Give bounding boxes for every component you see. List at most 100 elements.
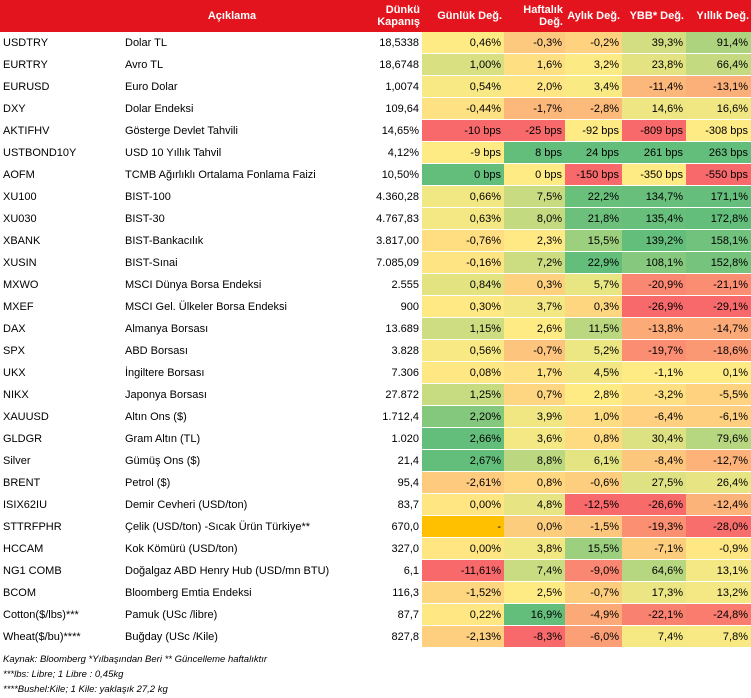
cell-monthly-change: 24 bps (565, 141, 622, 164)
cell-monthly-change: -0,7% (565, 581, 622, 604)
cell-yearly-change: 13,1% (686, 559, 751, 582)
cell-close: 6,1 (342, 559, 422, 582)
market-table: Açıklama Dünkü Kapanış Günlük Değ. Hafta… (0, 0, 751, 648)
cell-daily-change: 0,56% (422, 339, 504, 362)
table-row: BCOM Bloomberg Emtia Endeksi 116,3 -1,52% 2,… (0, 581, 751, 604)
cell-monthly-change: -0,2% (565, 32, 622, 54)
cell-code: EURUSD (0, 75, 122, 98)
cell-code: NG1 COMB (0, 559, 122, 582)
cell-description: TCMB Ağırlıklı Ortalama Fonlama Faizi (122, 163, 342, 186)
cell-ytd-change: 23,8% (622, 53, 686, 76)
cell-yearly-change: -24,8% (686, 603, 751, 626)
cell-yearly-change: -308 bps (686, 119, 751, 142)
cell-close: 900 (342, 295, 422, 318)
cell-daily-change: 0,30% (422, 295, 504, 318)
cell-description: BIST-30 (122, 207, 342, 230)
cell-weekly-change: -1,7% (504, 97, 565, 120)
cell-close: 827,8 (342, 625, 422, 648)
cell-monthly-change: -150 bps (565, 163, 622, 186)
cell-ytd-change: 14,6% (622, 97, 686, 120)
cell-monthly-change: 4,5% (565, 361, 622, 384)
cell-description: Gösterge Devlet Tahvili (122, 119, 342, 142)
cell-ytd-change: -22,1% (622, 603, 686, 626)
cell-weekly-change: -25 bps (504, 119, 565, 142)
cell-code: XBANK (0, 229, 122, 252)
cell-yearly-change: 7,8% (686, 625, 751, 648)
cell-yearly-change: -18,6% (686, 339, 751, 362)
cell-ytd-change: 17,3% (622, 581, 686, 604)
cell-code: DAX (0, 317, 122, 340)
cell-close: 4,12% (342, 141, 422, 164)
cell-yearly-change: 171,1% (686, 185, 751, 208)
cell-description: Petrol ($) (122, 471, 342, 494)
cell-monthly-change: -0,6% (565, 471, 622, 494)
table-row: Wheat($/bu)**** Buğday (USc /Kile) 827,8 -2… (0, 625, 751, 648)
cell-weekly-change: 2,6% (504, 317, 565, 340)
cell-monthly-change: 3,4% (565, 75, 622, 98)
cell-description: Gram Altın (TL) (122, 427, 342, 450)
cell-description: Altın Ons ($) (122, 405, 342, 428)
cell-daily-change: -1,52% (422, 581, 504, 604)
table-row: NG1 COMB Doğalgaz ABD Henry Hub (USD/mn B… (0, 559, 751, 582)
cell-ytd-change: 139,2% (622, 229, 686, 252)
cell-close: 7.085,09 (342, 251, 422, 274)
cell-ytd-change: 108,1% (622, 251, 686, 274)
cell-yearly-change: -21,1% (686, 273, 751, 296)
cell-daily-change: 0,00% (422, 493, 504, 516)
cell-description: BIST-Sınai (122, 251, 342, 274)
cell-yearly-change: -29,1% (686, 295, 751, 318)
header-daily: Günlük Değ. (422, 0, 504, 32)
cell-daily-change: 2,66% (422, 427, 504, 450)
cell-close: 21,4 (342, 449, 422, 472)
cell-monthly-change: -2,8% (565, 97, 622, 120)
table-row: XUSIN BIST-Sınai 7.085,09 -0,16% 7,2% 22,9% 10… (0, 251, 751, 274)
cell-code: Cotton($/lbs)*** (0, 603, 122, 626)
header-description: Açıklama (122, 0, 342, 32)
cell-code: XAUUSD (0, 405, 122, 428)
cell-weekly-change: 7,4% (504, 559, 565, 582)
table-row: ISIX62IU Demir Cevheri (USD/ton) 83,7 0,00%… (0, 493, 751, 516)
cell-daily-change: 1,25% (422, 383, 504, 406)
table-row: XU100 BIST-100 4.360,28 0,66% 7,5% 22,2% 134,7… (0, 185, 751, 208)
cell-code: NIKX (0, 383, 122, 406)
cell-monthly-change: 11,5% (565, 317, 622, 340)
cell-ytd-change: 261 bps (622, 141, 686, 164)
cell-close: 3.817,00 (342, 229, 422, 252)
cell-code: GLDGR (0, 427, 122, 450)
cell-close: 109,64 (342, 97, 422, 120)
cell-yearly-change: 79,6% (686, 427, 751, 450)
cell-ytd-change: -26,9% (622, 295, 686, 318)
cell-ytd-change: -7,1% (622, 537, 686, 560)
cell-daily-change: 0,00% (422, 537, 504, 560)
cell-weekly-change: -0,3% (504, 32, 565, 54)
cell-description: BIST-100 (122, 185, 342, 208)
table-row: Cotton($/lbs)*** Pamuk (USc /libre) 87,7 0,… (0, 603, 751, 626)
table-row: USDTRY Dolar TL 18,5338 0,46% -0,3% -0,2% 39,3… (0, 32, 751, 54)
cell-weekly-change: 0 bps (504, 163, 565, 186)
cell-ytd-change: -1,1% (622, 361, 686, 384)
cell-yearly-change: -6,1% (686, 405, 751, 428)
cell-daily-change: -10 bps (422, 119, 504, 142)
cell-daily-change: -0,16% (422, 251, 504, 274)
table-row: SPX ABD Borsası 3.828 0,56% -0,7% 5,2% -19,7% -… (0, 339, 751, 362)
cell-description: BIST-Bankacılık (122, 229, 342, 252)
cell-yearly-change: -12,7% (686, 449, 751, 472)
cell-description: Pamuk (USc /libre) (122, 603, 342, 626)
cell-daily-change: - (422, 515, 504, 538)
table-row: BRENT Petrol ($) 95,4 -2,61% 0,8% -0,6% 27,5% 2… (0, 471, 751, 494)
cell-description: Kok Kömürü (USD/ton) (122, 537, 342, 560)
cell-ytd-change: 30,4% (622, 427, 686, 450)
table-row: EURUSD Euro Dolar 1,0074 0,54% 2,0% 3,4% -11,4… (0, 75, 751, 98)
cell-close: 4.360,28 (342, 185, 422, 208)
cell-monthly-change: 21,8% (565, 207, 622, 230)
cell-code: MXWO (0, 273, 122, 296)
cell-code: Wheat($/bu)**** (0, 625, 122, 648)
cell-close: 83,7 (342, 493, 422, 516)
cell-code: BCOM (0, 581, 122, 604)
cell-ytd-change: -19,7% (622, 339, 686, 362)
cell-yearly-change: 0,1% (686, 361, 751, 384)
cell-ytd-change: -6,4% (622, 405, 686, 428)
footer-source-note: Kaynak: Bloomberg *Yılbaşından Beri ** G… (3, 654, 268, 665)
cell-monthly-change: 2,8% (565, 383, 622, 406)
cell-monthly-change: 0,3% (565, 295, 622, 318)
